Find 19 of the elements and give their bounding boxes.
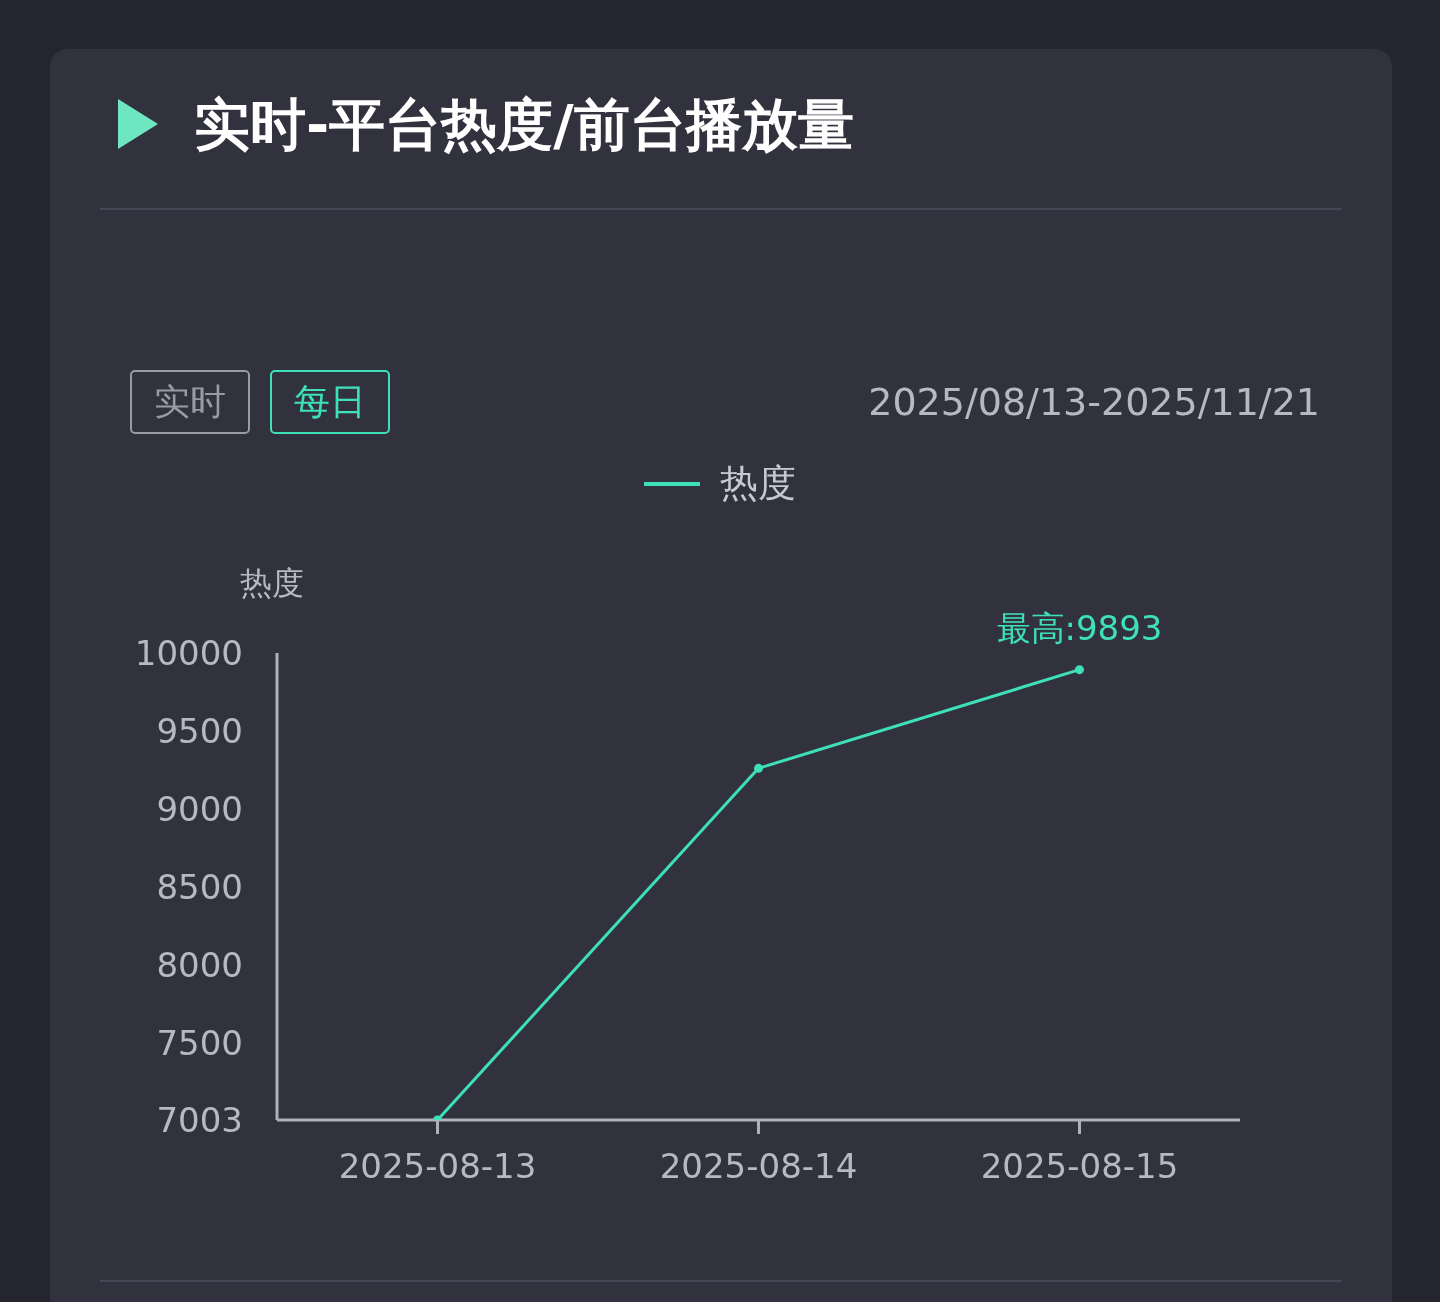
y-tick-label: 8500 [156,866,243,907]
text: 2025/08/13-2025/11/21 [868,380,1320,424]
text: 实时 [130,370,250,434]
y-tick-label: 9000 [156,788,243,829]
y-tick-label: 7500 [156,1022,243,1063]
y-tick-label: 7003 [156,1100,243,1141]
x-tick-label: 2025-08-13 [338,1146,537,1187]
x-tick-label: 2025-08-15 [980,1146,1179,1187]
chart-title: 实时-平台热度/前台播放量 [194,91,854,159]
y-tick-label: 10000 [134,633,243,674]
text: 每日 [270,370,390,434]
point [754,763,763,773]
point [1075,665,1084,675]
y-tick-label: 8000 [156,944,243,985]
legend-label: 热度 [720,460,796,507]
annotation: 最高:9893 [996,607,1163,648]
x-tick-label: 2025-08-14 [659,1146,858,1187]
y-tick-label: 9500 [156,710,243,751]
y-axis-title: 热度 [240,563,304,604]
